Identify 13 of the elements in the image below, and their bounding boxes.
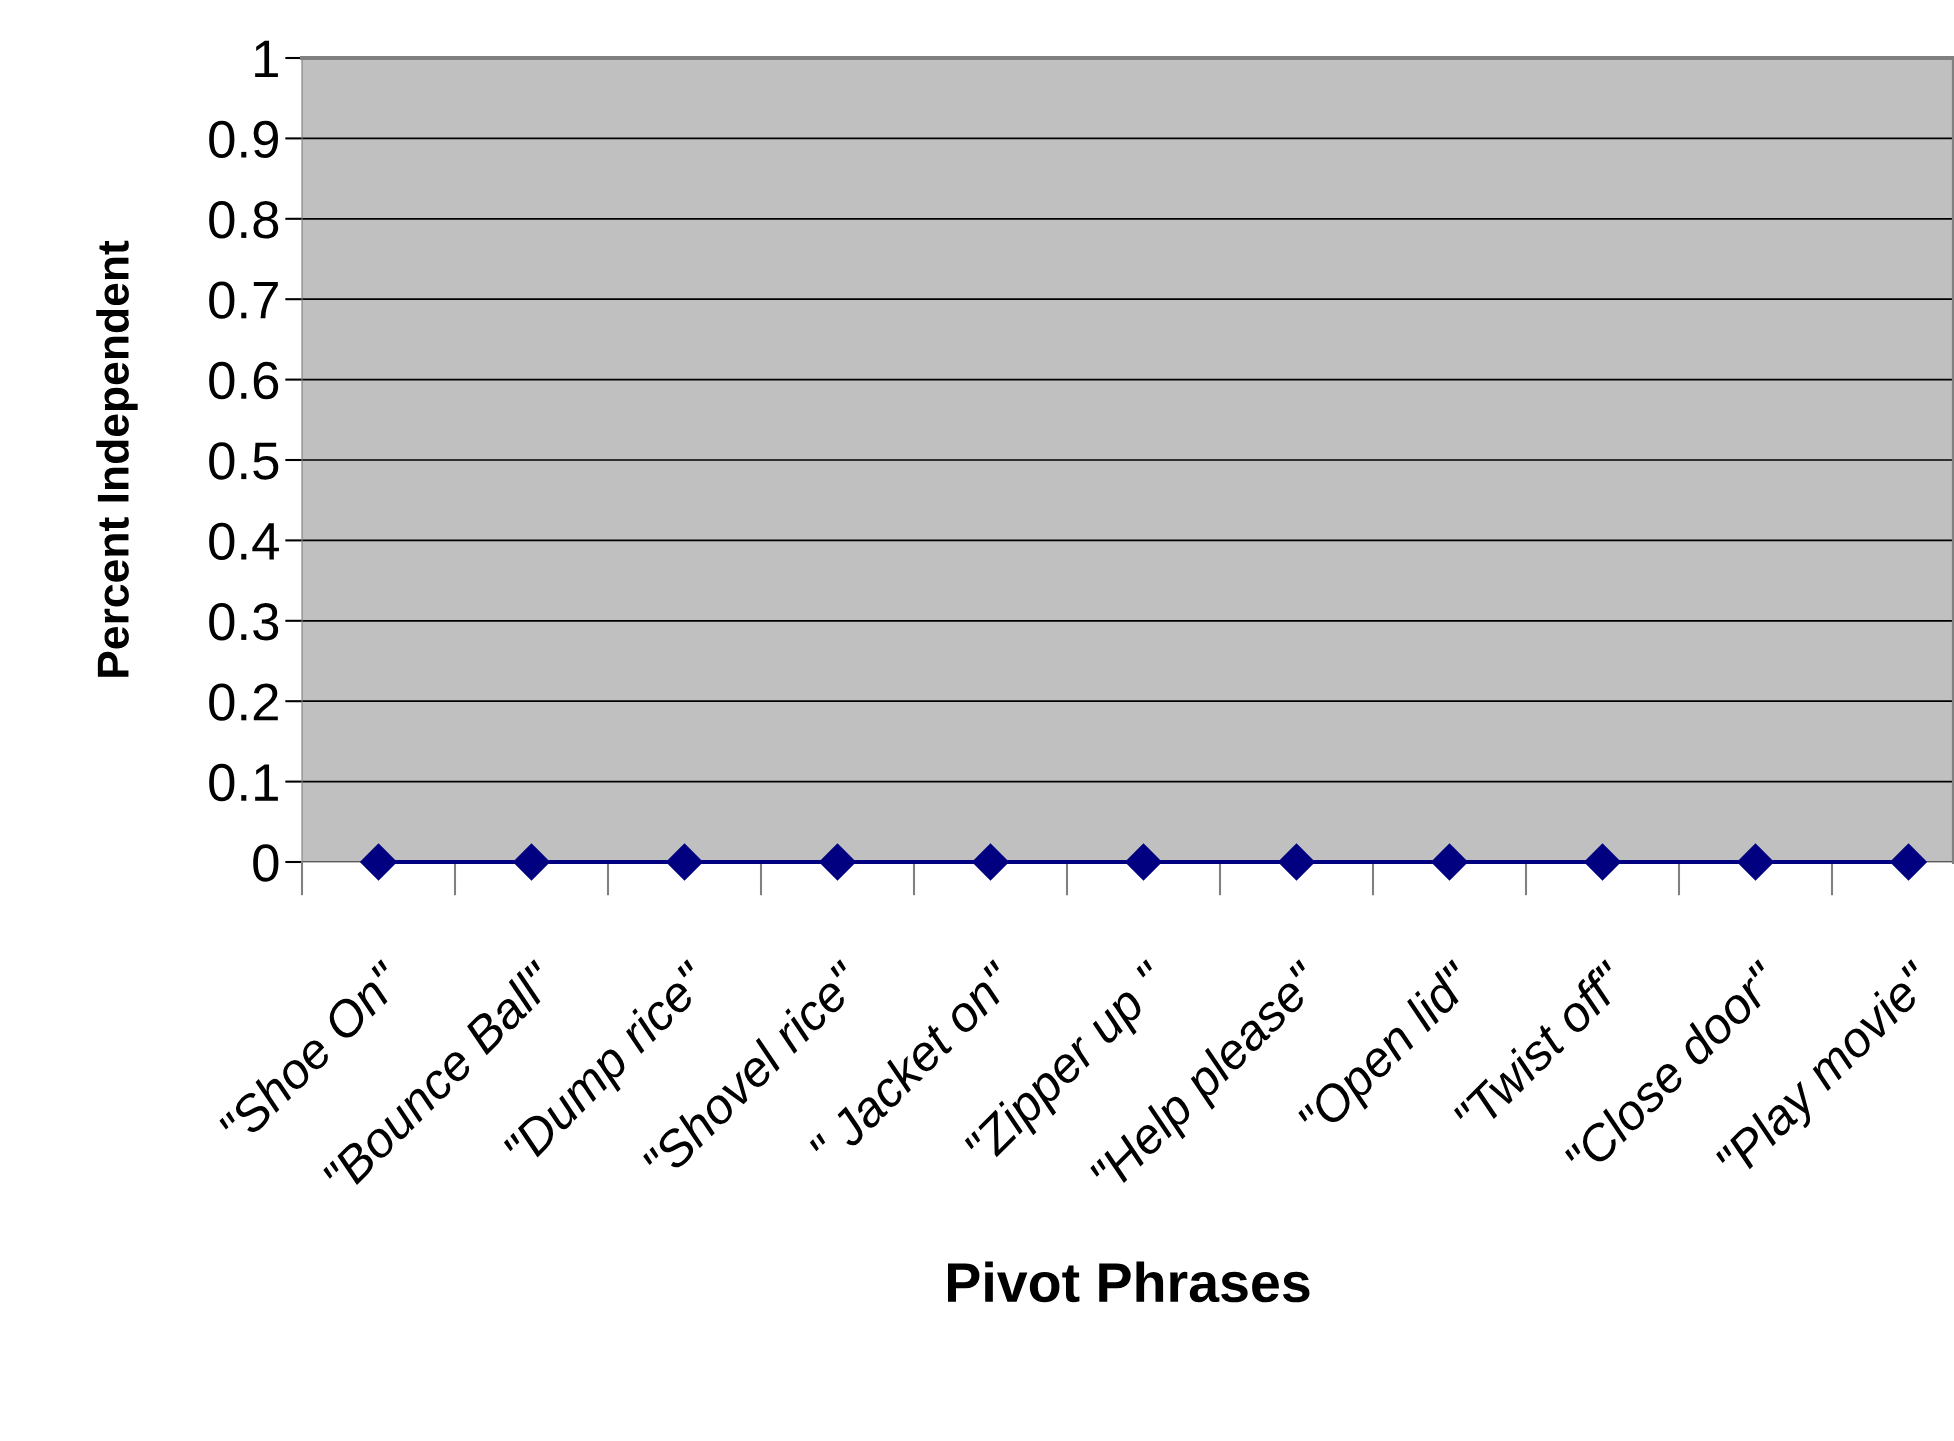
y-tick-label: 0.7 — [209, 281, 278, 319]
y-tick-label: 0.9 — [209, 120, 278, 159]
y-tick-label: 0.3 — [209, 603, 279, 641]
x-axis-title: Pivot Phrases — [948, 1261, 1310, 1303]
y-tick-label: 0.6 — [209, 361, 279, 400]
y-tick-label: 0.1 — [209, 763, 278, 802]
y-tick-label: 0.5 — [209, 442, 279, 480]
y-tick-label: 0.8 — [209, 201, 279, 239]
y-tick-label: 0 — [253, 844, 279, 882]
y-axis-title: Percent Independent — [96, 240, 138, 677]
y-tick-label: 1 — [255, 40, 278, 78]
y-tick-label: 0.2 — [209, 683, 278, 721]
y-tick-label: 0.4 — [209, 522, 279, 561]
